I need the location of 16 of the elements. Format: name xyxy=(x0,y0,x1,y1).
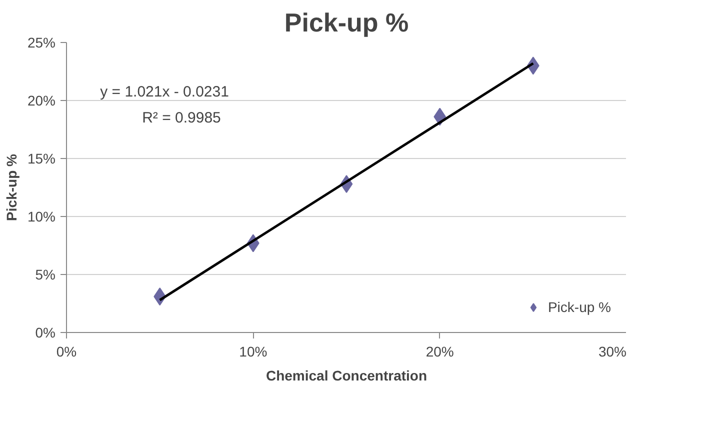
y-tick-label: 5% xyxy=(35,266,56,282)
y-axis-title: Pick-up % xyxy=(3,153,20,221)
y-tick-label: 25% xyxy=(27,34,56,50)
annotation: R² = 0.9985 xyxy=(142,110,221,127)
annotation: y = 1.021x - 0.0231 xyxy=(100,84,229,100)
y-tick-label: 10% xyxy=(27,208,56,224)
legend-label: Pick-up % xyxy=(548,299,611,315)
y-tick-label: 15% xyxy=(27,150,56,166)
x-tick-label: 20% xyxy=(426,344,454,360)
y-tick-label: 20% xyxy=(27,92,56,108)
x-tick-label: 10% xyxy=(239,344,268,360)
x-tick-label: 0% xyxy=(56,344,77,360)
y-tick-label: 0% xyxy=(35,324,56,340)
x-axis-title: Chemical Concentration xyxy=(266,368,428,384)
chart-title: Pick-up % xyxy=(284,8,409,38)
x-tick-label: 30% xyxy=(598,344,627,360)
